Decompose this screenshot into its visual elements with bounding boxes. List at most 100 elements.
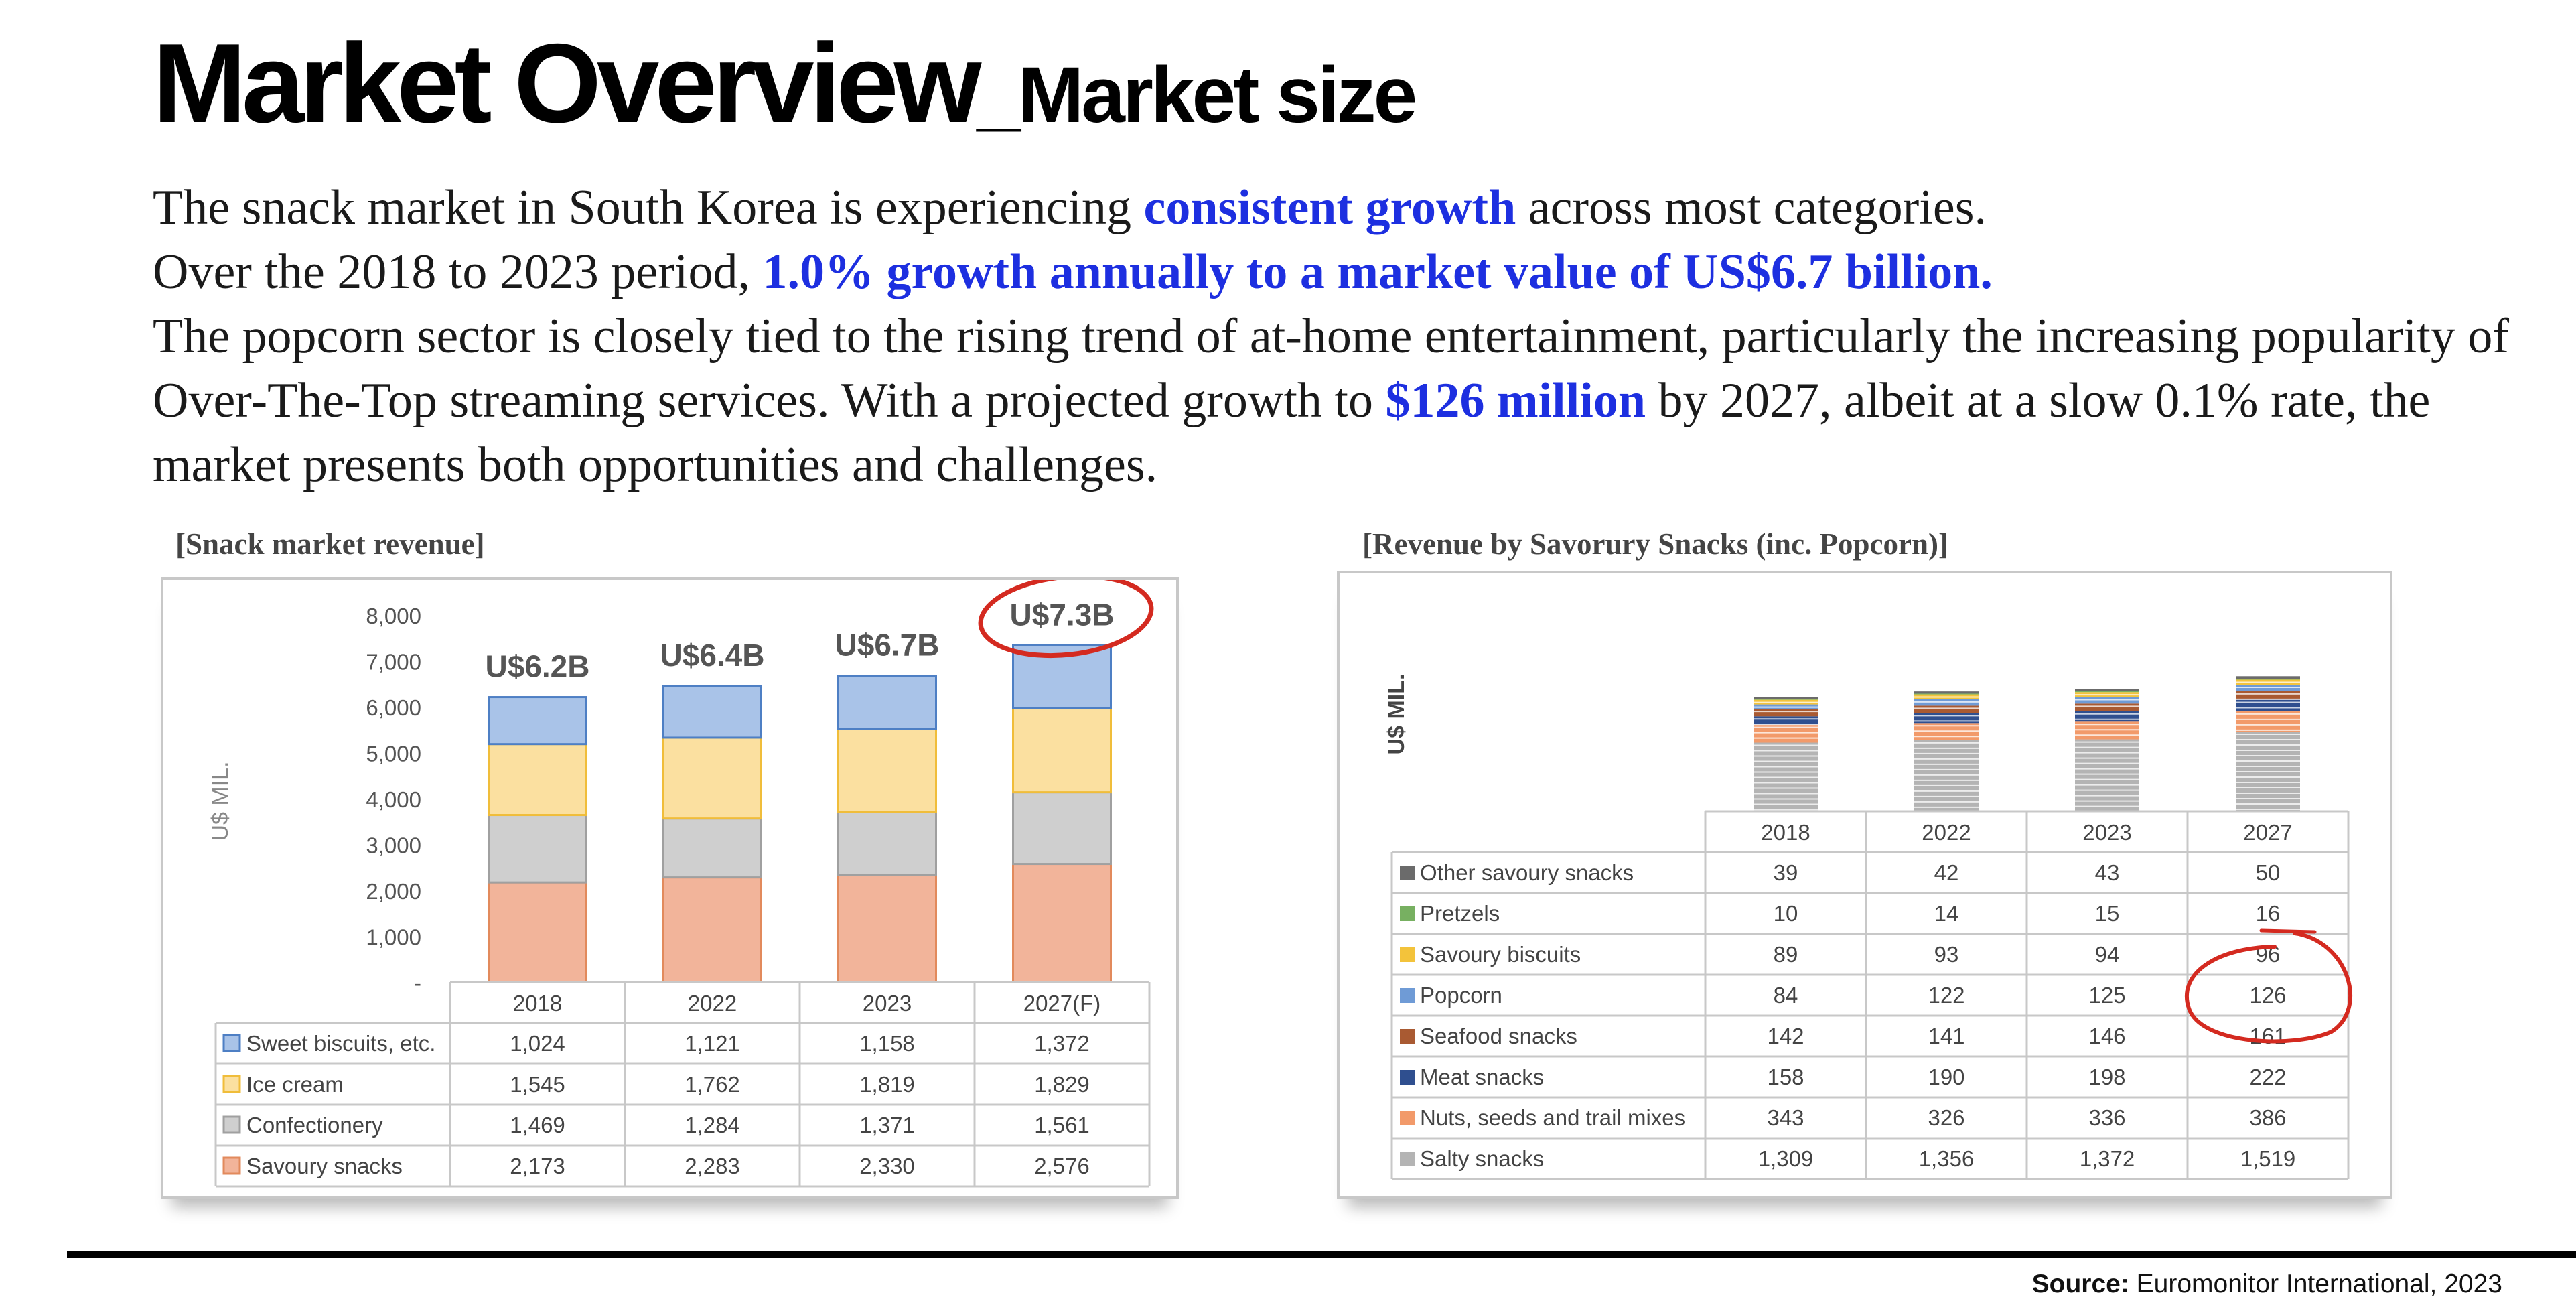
data-label: 1,371 [859,1113,915,1138]
bottom-divider [67,1251,2576,1258]
data-label: 1,309 [1758,1146,1814,1171]
x-category-label: 2027(F) [1023,991,1101,1016]
intro-line-1: The snack market in South Korea is exper… [153,176,2537,240]
data-label: 1,372 [2080,1146,2135,1171]
data-label: 222 [2249,1064,2286,1089]
legend-swatch-seafood-snacks [1400,1029,1415,1044]
data-label: 1,519 [2240,1146,2296,1171]
title-sub: _Market size [977,51,1417,139]
data-label: 43 [2095,860,2120,885]
data-label: 1,762 [685,1072,740,1097]
data-label: 93 [1934,942,1959,967]
highlight-stroke [2259,928,2317,934]
intro-line-3: The popcorn sector is closely tied to th… [153,304,2537,497]
intro-line3-pre: The popcorn sector is closely tied to th… [153,309,2509,428]
bar-total-label: U$6.2B [486,649,590,684]
bar-segment-nuts-seeds-and-trail-mixes [2236,711,2300,732]
bar-segment-meat-snacks [2236,699,2300,711]
data-label: 14 [1934,901,1959,926]
data-label: 122 [1928,983,1964,1008]
bar-segment-salty-snacks [1914,740,1979,811]
y-tick-label: 8,000 [366,604,421,628]
savoury-revenue-svg: U$ MIL. 2018 2022 2023 2027 Other savoury sna… [1384,674,2352,1180]
bar-segment-confectionery [662,817,762,879]
y-axis-title: U$ MIL. [208,761,233,841]
y-tick-label: - [414,971,421,995]
y-tick-label: 2,000 [366,879,421,904]
data-label: 84 [1774,983,1798,1008]
legend-label: Salty snacks [1420,1146,1544,1171]
data-label: 326 [1928,1105,1964,1130]
legend-swatch-nuts-seeds-and-trail-mixes [1400,1111,1415,1125]
bar-segment-savoury-snacks [1012,863,1112,983]
data-label: 1,372 [1034,1031,1090,1056]
bar-segment-ice-cream [488,743,587,817]
legend-swatch-sweet-biscuits-etc [222,1034,241,1052]
x-category-label: 2023 [863,991,912,1016]
data-label: 1,545 [510,1072,565,1097]
legend-swatch-meat-snacks [1400,1070,1415,1085]
bar-segment-meat-snacks [1754,716,1818,725]
intro-line2-highlight: 1.0% growth annually to a market value o… [762,245,1993,299]
x-category-label: 2018 [513,991,562,1016]
highlight-circle [978,580,1154,659]
y-tick-label: 4,000 [366,787,421,812]
data-label: 94 [2095,942,2120,967]
bar-segment-sweet-biscuits-etc [662,685,762,739]
data-label: 1,819 [859,1072,915,1097]
intro-line3-highlight: $126 million [1385,373,1646,428]
data-label: 39 [1774,860,1798,885]
bar-segment-seafood-snacks [2236,691,2300,700]
legend-label: Meat snacks [1420,1064,1544,1089]
source-label: Source: [2031,1269,2129,1298]
legend-label: Pretzels [1420,901,1500,926]
data-label: 190 [1928,1064,1964,1089]
legend-label: Confectionery [246,1113,383,1138]
legend-swatch-savoury-snacks [222,1156,241,1175]
legend-swatch-ice-cream [222,1075,241,1093]
bar-segment-sweet-biscuits-etc [837,675,937,730]
legend-swatch-salty-snacks [1400,1152,1415,1166]
bar-total-label: U$7.3B [1010,597,1115,632]
bar-segment-other-savoury-snacks [2075,689,2139,692]
legend-swatch-savoury-biscuits [1400,947,1415,962]
bar-segment-seafood-snacks [1914,705,1979,713]
data-label: 336 [2088,1105,2125,1130]
intro-line2-pre: Over the 2018 to 2023 period, [153,245,763,299]
x-category-label: 2027 [2243,820,2292,845]
data-label: 1,469 [510,1113,565,1138]
snack-revenue-svg: 8,000 7,000 6,000 5,000 4,000 3,000 2,000 1,000… [208,580,1154,1188]
data-label: 146 [2088,1024,2125,1048]
data-label: 386 [2249,1105,2286,1130]
source-text: Euromonitor International, 2023 [2129,1269,2502,1298]
intro-line-2: Over the 2018 to 2023 period, 1.0% growt… [153,240,2537,304]
bar-segment-other-savoury-snacks [1754,697,1818,699]
legend-label: Savoury snacks [246,1154,403,1178]
snack-revenue-chart: 8,000 7,000 6,000 5,000 4,000 3,000 2,000 1,000… [161,577,1179,1199]
bar-segment-confectionery [488,814,587,884]
legend-swatch-popcorn [1400,988,1415,1003]
legend-swatch-pretzels [1400,906,1415,921]
bar-segment-confectionery [1012,791,1112,866]
data-label: 1,024 [510,1031,565,1056]
data-label: 1,829 [1034,1072,1090,1097]
savoury-revenue-chart: U$ MIL. 2018 2022 2023 2027 Other savoury sna… [1337,571,2392,1199]
bar-segment-salty-snacks [2075,739,2139,811]
x-category-label: 2018 [1761,820,1810,845]
source-note: Source: Euromonitor International, 2023 [2032,1269,2502,1299]
data-label: 2,173 [510,1154,565,1178]
data-label: 1,561 [1034,1113,1090,1138]
legend-label: Savoury biscuits [1420,942,1581,967]
data-label: 142 [1767,1024,1804,1048]
data-label: 198 [2088,1064,2125,1089]
bar-segment-sweet-biscuits-etc [488,696,587,746]
intro-line1-highlight: consistent growth [1143,180,1516,235]
legend-label: Other savoury snacks [1420,860,1634,885]
y-axis-title: U$ MIL. [1384,674,1409,755]
legend-swatch-other-savoury-snacks [1400,866,1415,880]
data-label: 1,158 [859,1031,915,1056]
data-label: 125 [2088,983,2125,1008]
data-label: 16 [2256,901,2281,926]
y-tick-label: 1,000 [366,925,421,950]
bar-segment-seafood-snacks [1754,709,1818,717]
